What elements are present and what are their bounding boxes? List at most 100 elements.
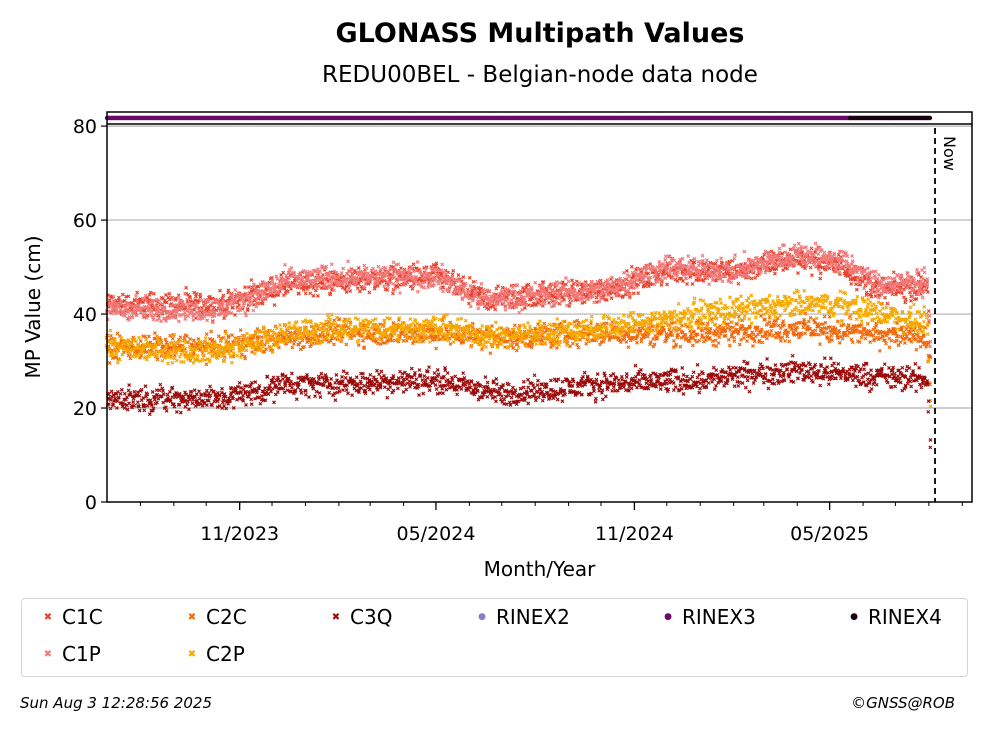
point bbox=[192, 307, 197, 312]
point bbox=[108, 328, 113, 333]
point bbox=[690, 343, 695, 348]
point bbox=[707, 282, 712, 287]
point bbox=[678, 344, 683, 349]
point bbox=[526, 282, 531, 287]
point bbox=[115, 360, 120, 365]
point bbox=[186, 314, 191, 319]
chart-title: GLONASS Multipath Values bbox=[335, 18, 744, 49]
point bbox=[865, 266, 870, 271]
point bbox=[686, 254, 691, 259]
point bbox=[808, 265, 813, 270]
point bbox=[283, 262, 287, 267]
point bbox=[701, 321, 706, 326]
point bbox=[705, 321, 710, 326]
point bbox=[203, 336, 208, 340]
point bbox=[913, 337, 918, 342]
point bbox=[300, 319, 305, 324]
point bbox=[120, 292, 125, 297]
point bbox=[285, 289, 290, 294]
point bbox=[729, 280, 734, 285]
point bbox=[714, 258, 719, 263]
point bbox=[865, 271, 869, 276]
point bbox=[772, 271, 777, 276]
point bbox=[636, 282, 641, 287]
point bbox=[854, 282, 858, 287]
point bbox=[594, 295, 599, 300]
point bbox=[385, 287, 390, 292]
point bbox=[850, 259, 855, 264]
point bbox=[479, 286, 484, 291]
point bbox=[716, 341, 721, 345]
point bbox=[415, 289, 420, 294]
point bbox=[520, 307, 525, 312]
point bbox=[404, 338, 409, 343]
point bbox=[887, 345, 892, 350]
point bbox=[168, 333, 173, 338]
point bbox=[717, 335, 722, 339]
point bbox=[346, 259, 351, 264]
point bbox=[157, 298, 162, 303]
point bbox=[540, 282, 545, 287]
point bbox=[571, 281, 576, 286]
point bbox=[170, 310, 174, 314]
point bbox=[204, 332, 209, 337]
point bbox=[343, 287, 348, 292]
point bbox=[134, 313, 139, 318]
point bbox=[144, 315, 149, 320]
point bbox=[332, 342, 336, 347]
point bbox=[869, 275, 874, 280]
point bbox=[860, 279, 865, 284]
point bbox=[700, 253, 705, 258]
point bbox=[152, 313, 157, 318]
point bbox=[854, 287, 859, 292]
point bbox=[194, 291, 199, 296]
point bbox=[512, 323, 517, 328]
point bbox=[570, 278, 574, 283]
point bbox=[440, 262, 445, 267]
point bbox=[154, 310, 159, 315]
point bbox=[308, 291, 313, 296]
point bbox=[891, 270, 896, 275]
point bbox=[822, 250, 827, 255]
point bbox=[177, 354, 182, 359]
point bbox=[805, 249, 810, 254]
point bbox=[903, 297, 908, 302]
point bbox=[574, 279, 579, 284]
point bbox=[726, 337, 731, 342]
point bbox=[170, 360, 175, 365]
point bbox=[179, 307, 184, 312]
point bbox=[208, 303, 213, 308]
point bbox=[496, 284, 500, 288]
point bbox=[147, 292, 152, 297]
point bbox=[269, 275, 274, 280]
point bbox=[816, 252, 821, 257]
point bbox=[260, 299, 265, 304]
point bbox=[315, 293, 320, 298]
point bbox=[476, 306, 481, 311]
point bbox=[233, 312, 237, 317]
point bbox=[830, 338, 835, 343]
point bbox=[860, 332, 865, 337]
point bbox=[180, 301, 185, 306]
point bbox=[173, 296, 178, 301]
point bbox=[221, 293, 226, 298]
point bbox=[801, 325, 806, 330]
point bbox=[148, 290, 153, 295]
point bbox=[397, 282, 402, 287]
point bbox=[719, 256, 723, 261]
point bbox=[149, 309, 154, 314]
point bbox=[407, 268, 412, 273]
point bbox=[651, 337, 656, 341]
point bbox=[887, 275, 892, 280]
point bbox=[825, 330, 830, 335]
point bbox=[720, 279, 725, 284]
point bbox=[238, 328, 243, 333]
point bbox=[184, 291, 189, 296]
point bbox=[915, 267, 919, 272]
point bbox=[108, 333, 113, 338]
point bbox=[785, 334, 790, 339]
point bbox=[697, 338, 702, 343]
point bbox=[803, 331, 807, 336]
point bbox=[466, 301, 471, 306]
point bbox=[390, 291, 395, 296]
